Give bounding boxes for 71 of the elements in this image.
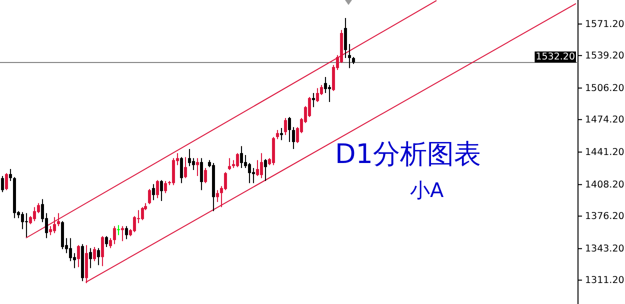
candlestick bbox=[101, 236, 104, 267]
candlestick bbox=[141, 206, 144, 221]
candlestick bbox=[184, 156, 187, 179]
y-tick-label: 1376.20 bbox=[585, 211, 624, 222]
candlestick bbox=[248, 162, 251, 184]
candlestick bbox=[121, 226, 124, 242]
candlestick bbox=[148, 188, 151, 205]
candlestick bbox=[172, 158, 175, 186]
candlestick bbox=[348, 44, 351, 69]
candlestick bbox=[125, 226, 128, 240]
candlestick bbox=[113, 226, 116, 245]
y-tick-label: 1506.20 bbox=[585, 83, 624, 94]
annotation: 小A bbox=[410, 178, 444, 202]
candlestick bbox=[224, 172, 227, 191]
candlestick bbox=[256, 160, 259, 177]
candlestick bbox=[77, 244, 80, 268]
candlestick bbox=[316, 88, 319, 103]
candlestick bbox=[344, 18, 347, 59]
candlestick bbox=[49, 226, 52, 236]
candlestick bbox=[244, 154, 247, 169]
candlestick bbox=[308, 96, 311, 118]
candlestick bbox=[25, 212, 28, 238]
candlestick bbox=[204, 168, 207, 184]
candlestick bbox=[21, 212, 24, 230]
candlestick bbox=[192, 158, 195, 171]
candlestick bbox=[324, 76, 327, 94]
candlestick bbox=[69, 238, 72, 262]
candlestick bbox=[105, 236, 108, 248]
y-tick-label: 1311.20 bbox=[585, 275, 624, 286]
annotation: D1分析图表 bbox=[335, 139, 481, 170]
candlestick bbox=[5, 172, 8, 191]
candlestick bbox=[97, 248, 100, 266]
candlestick bbox=[328, 84, 331, 103]
candlestick bbox=[57, 212, 60, 227]
candlestick bbox=[93, 246, 96, 262]
candlestick bbox=[156, 180, 159, 199]
y-tick-label: 1539.20 bbox=[585, 50, 624, 62]
candlestick bbox=[164, 180, 167, 194]
candlestick bbox=[236, 152, 239, 168]
candlestick bbox=[196, 158, 199, 177]
y-tick-label: 1343.20 bbox=[585, 244, 624, 255]
candlestick bbox=[180, 156, 183, 184]
candlestick bbox=[1, 176, 4, 193]
candlestick bbox=[133, 216, 136, 233]
candlestick bbox=[292, 126, 295, 150]
candlestick bbox=[228, 158, 231, 171]
y-tick-label: 1408.20 bbox=[585, 180, 624, 191]
candlestick bbox=[160, 180, 163, 202]
y-tick-label: 1474.20 bbox=[585, 114, 624, 126]
candlestick bbox=[152, 184, 155, 201]
candlestick bbox=[53, 216, 56, 234]
candlestick bbox=[188, 148, 191, 167]
candlestick bbox=[109, 238, 112, 249]
candlestick bbox=[240, 146, 243, 169]
candlestick bbox=[200, 158, 203, 191]
ref-line-label: 1532.20 bbox=[536, 52, 575, 62]
candlestick bbox=[117, 224, 120, 236]
candlestick bbox=[33, 206, 36, 222]
candlestick bbox=[252, 168, 255, 184]
candlestick bbox=[260, 152, 263, 179]
candlestick bbox=[89, 248, 92, 269]
y-tick-label: 1571.20 bbox=[585, 19, 624, 30]
candlestick bbox=[280, 128, 283, 141]
candlestick bbox=[264, 158, 267, 182]
y-tick-label: 1441.20 bbox=[585, 147, 624, 158]
candlestick bbox=[9, 168, 12, 182]
candlestick bbox=[216, 190, 219, 203]
candlestick bbox=[284, 118, 287, 136]
candlestick bbox=[288, 116, 291, 143]
candlestick bbox=[312, 92, 315, 108]
candlestick bbox=[276, 130, 279, 140]
